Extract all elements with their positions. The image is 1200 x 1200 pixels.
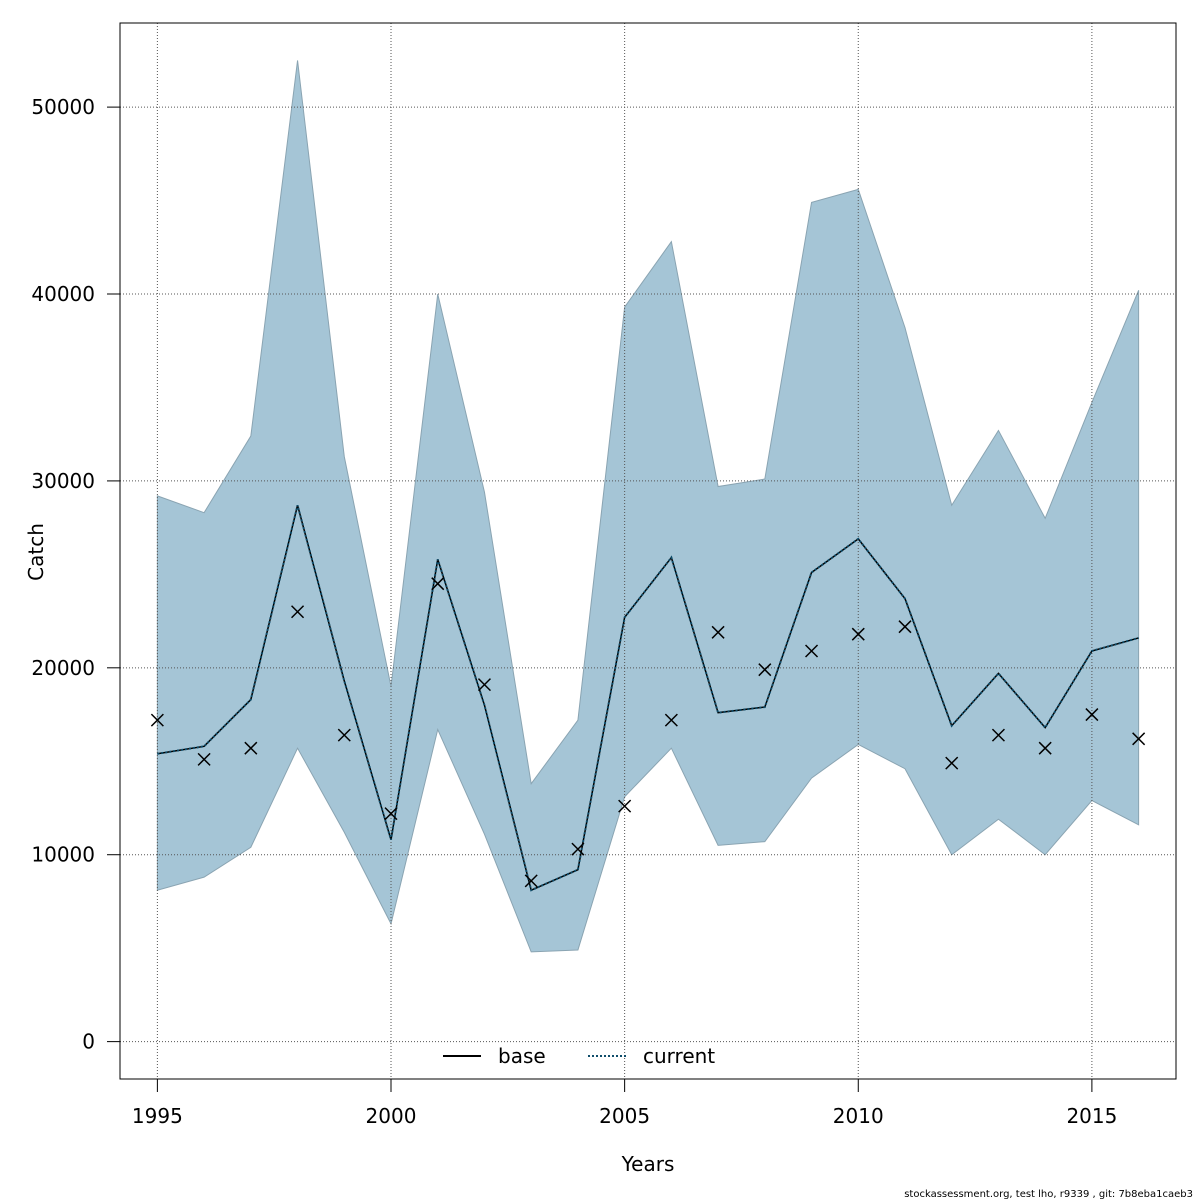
legend: base current [443, 1044, 715, 1068]
x-tick-label: 2000 [366, 1104, 417, 1128]
y-tick-label: 10000 [31, 843, 95, 867]
observed-point [384, 807, 398, 821]
observed-point [337, 728, 351, 742]
y-tick-label: 20000 [31, 656, 95, 680]
y-axis: 0 10000 20000 30000 40000 50000 [31, 95, 121, 1054]
footer-note: stockassessment.org, test lho, r9339 , g… [904, 1189, 1193, 1200]
confidence-band-layer [156, 60, 1140, 953]
observed-point [851, 627, 865, 641]
observed-point [571, 842, 585, 856]
series-layer [157, 504, 1139, 892]
observed-point [197, 752, 211, 766]
observed-point [150, 713, 164, 727]
observed-point [1085, 708, 1099, 722]
observed-point [431, 577, 445, 591]
x-tick-label: 2005 [599, 1104, 650, 1128]
observed-point [664, 713, 678, 727]
confidence-band [156, 60, 1140, 953]
observed-point [1132, 732, 1146, 746]
x-axis: 1995 2000 2005 2010 2015 [132, 1078, 1117, 1128]
observed-point [758, 663, 772, 677]
observed-point [898, 620, 912, 634]
observed-point [291, 605, 305, 619]
observed-point [711, 625, 725, 639]
observed-points-layer [150, 577, 1146, 888]
observed-point [477, 678, 491, 692]
observed-point [618, 799, 632, 813]
observed-point [945, 756, 959, 770]
observed-point [244, 741, 258, 755]
y-tick-label: 40000 [31, 282, 95, 306]
grid-layer [120, 23, 1176, 1079]
x-tick-label: 2010 [833, 1104, 884, 1128]
legend-label-current: current [643, 1044, 715, 1068]
observed-point [524, 874, 538, 888]
y-axis-title: Catch [24, 523, 48, 581]
observed-point [1038, 741, 1052, 755]
observed-point [991, 728, 1005, 742]
legend-label-base: base [498, 1044, 546, 1068]
x-axis-title: Years [621, 1152, 675, 1176]
observed-point [805, 644, 819, 658]
y-tick-label: 0 [82, 1030, 95, 1054]
series-line-current [157, 504, 1139, 892]
y-tick-label: 50000 [31, 95, 95, 119]
x-tick-label: 1995 [132, 1104, 183, 1128]
x-tick-label: 2015 [1066, 1104, 1117, 1128]
y-tick-label: 30000 [31, 469, 95, 493]
